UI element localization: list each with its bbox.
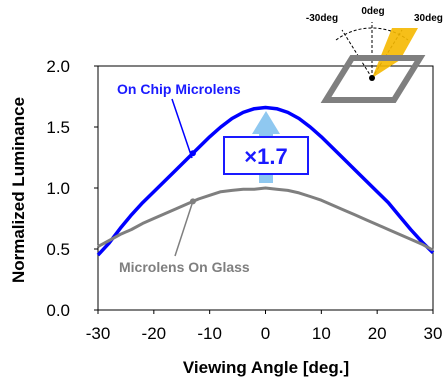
blue-series-annotation: On Chip Microlens: [117, 81, 241, 159]
y-axis-title: Normalized Luminance: [9, 97, 28, 283]
y-tick-label: 1.5: [46, 118, 70, 137]
gray-series-label: Microlens On Glass: [119, 259, 250, 275]
ratio-label-frame: [223, 136, 309, 175]
light-beam: [372, 28, 418, 78]
series-marker: [189, 198, 196, 205]
series-layer: [96, 105, 435, 257]
panel-frame-outer: [320, 55, 426, 103]
inset-label-plus30: 30deg: [414, 13, 443, 24]
x-tick-label: -30: [86, 324, 111, 343]
blue-series-label: On Chip Microlens: [117, 81, 241, 97]
x-tick-label: 0: [261, 324, 270, 343]
y-tick-label: 2.0: [46, 57, 70, 76]
left-angle-line: [341, 29, 373, 79]
x-tick-label: -10: [197, 324, 222, 343]
y-axis-ticks: 0.0 0.5 1.0 1.5 2.0: [46, 57, 98, 320]
inset-label-0: 0deg: [361, 6, 384, 17]
series-line-microlens-on-glass: [97, 186, 434, 252]
series-line-on-chip-microlens: [96, 105, 435, 257]
center-dot: [369, 75, 375, 81]
x-axis-title: Viewing Angle [deg.]: [183, 358, 349, 377]
viewing-angle-inset: -30deg 0deg 30deg: [306, 6, 443, 103]
gray-series-annotation: Microlens On Glass: [119, 203, 250, 275]
y-tick-label: 0.0: [46, 301, 70, 320]
y-tick-label: 0.5: [46, 240, 70, 259]
y-tick-label: 1.0: [46, 179, 70, 198]
x-axis-ticks: -30 -20 -10 0 10 20 30: [86, 310, 443, 343]
x-tick-label: -20: [142, 324, 167, 343]
blue-leader-line: [171, 98, 193, 159]
ratio-label-box: ×1.7: [223, 136, 309, 175]
ratio-label: ×1.7: [244, 144, 287, 169]
gray-leader-line: [174, 203, 193, 257]
x-tick-label: 20: [368, 324, 387, 343]
x-tick-label: 10: [312, 324, 331, 343]
inset-label-minus30: -30deg: [306, 13, 338, 24]
x-tick-label: 30: [424, 324, 443, 343]
